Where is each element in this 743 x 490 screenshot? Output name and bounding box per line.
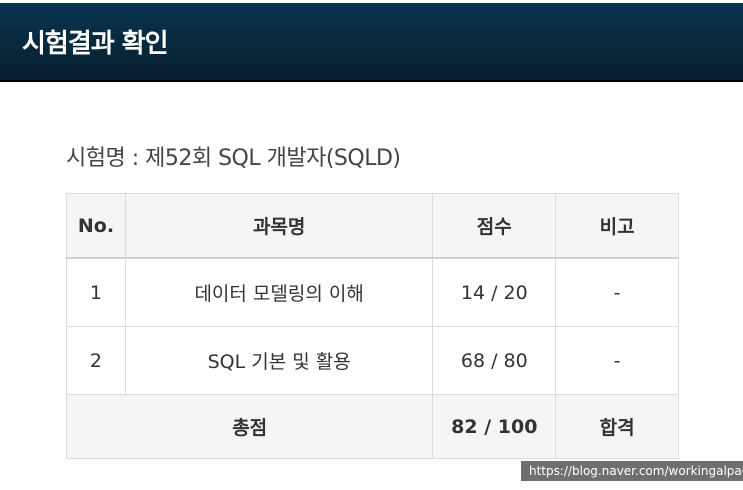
total-row: 총점 82 / 100 합격 [65,394,679,459]
result-table: No. 과목명 점수 비고 1 데이터 모델링의 이해 14 / 20 - 2 … [65,193,679,459]
row-subject: SQL 기본 및 활용 [124,326,434,395]
row-score: 68 / 80 [432,326,557,395]
total-result: 합격 [555,394,679,459]
total-score: 82 / 100 [432,394,557,459]
col-note: 비고 [555,193,679,259]
row-no: 2 [66,326,126,395]
page-header: 시험결과 확인 [0,3,743,82]
row-score: 14 / 20 [432,257,557,327]
total-label: 총점 [65,394,434,459]
col-subject: 과목명 [124,193,434,259]
row-note: - [555,326,679,395]
watermark: https://blog.naver.com/workingalpaca [521,461,743,481]
exam-name: 시험명 : 제52회 SQL 개발자(SQLD) [66,146,401,171]
col-no: No. [66,193,126,259]
table-row: 2 SQL 기본 및 활용 68 / 80 - [66,326,679,395]
page-title: 시험결과 확인 [22,29,169,59]
row-subject: 데이터 모델링의 이해 [124,257,434,327]
table-header: No. 과목명 점수 비고 [66,193,679,259]
col-score: 점수 [432,193,557,259]
table-row: 1 데이터 모델링의 이해 14 / 20 - [66,257,679,327]
row-note: - [555,257,679,327]
row-no: 1 [66,257,126,327]
